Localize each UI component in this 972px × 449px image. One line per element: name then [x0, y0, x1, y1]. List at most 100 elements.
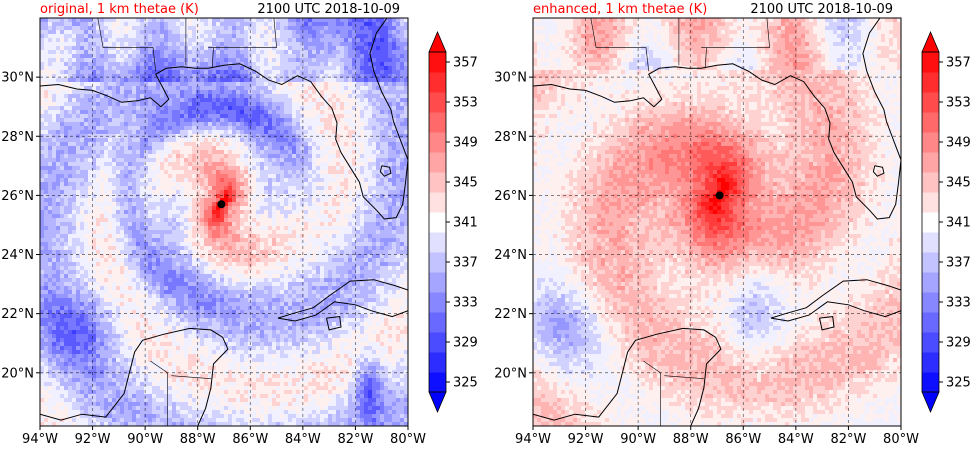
panel-title-right: 2100 UTC 2018-10-09 — [257, 2, 400, 17]
border-line — [211, 47, 214, 69]
colorbar-level — [922, 312, 939, 333]
x-tick-label: 84°W — [778, 432, 814, 447]
coastline-cuba — [277, 279, 408, 322]
y-tick-label: 26°N — [1, 189, 34, 204]
colorbar-tick-label: 349 — [946, 136, 971, 151]
storm-center-marker — [217, 200, 226, 209]
map-frame — [39, 17, 409, 427]
x-tick-label: 86°W — [232, 432, 268, 447]
y-tick-label: 26°N — [494, 189, 527, 204]
colorbar-level — [429, 112, 446, 133]
colorbar-level — [922, 352, 939, 373]
y-tick-label: 28°N — [494, 130, 527, 145]
border-line — [664, 375, 704, 379]
y-tick-label: 30°N — [494, 71, 527, 86]
colorbar-level — [429, 152, 446, 173]
colorbar-tick-label: 333 — [946, 296, 971, 311]
colorbar-level — [429, 192, 446, 213]
axis-ticks: 94°W 92°W 90°W 88°W 86°W 84°W 82°W 80°W 20°N 22°N… — [1, 71, 426, 447]
colorbar-tick-label: 357 — [946, 56, 971, 71]
coastlines — [40, 18, 408, 426]
colorbar-level — [429, 52, 446, 73]
colorbar-tick-label: 325 — [453, 376, 478, 391]
colorbar-tick-label: 325 — [946, 376, 971, 391]
panel-title-left: enhanced, 1 km thetae (K) — [533, 2, 707, 17]
storm-center-marker — [715, 191, 724, 200]
x-tick-label: 86°W — [725, 432, 761, 447]
colorbar-level — [922, 372, 939, 393]
colorbar-level — [922, 232, 939, 253]
x-tick-label: 82°W — [830, 432, 866, 447]
coastline-isle-of-youth — [819, 316, 835, 331]
panel-title-left: original, 1 km thetae (K) — [40, 2, 199, 17]
border-line — [171, 375, 211, 379]
colorbar-level — [429, 232, 446, 253]
coastline-yucatan — [40, 327, 229, 426]
x-tick-label: 88°W — [180, 432, 216, 447]
colorbar-enhanced: 325 329 333 337 341 345 349 353 357 — [921, 30, 971, 414]
y-tick-label: 20°N — [494, 366, 527, 381]
y-tick-label: 30°N — [1, 71, 34, 86]
border-line — [704, 47, 707, 69]
coastline-florida-east — [862, 18, 901, 161]
x-tick-label: 92°W — [568, 432, 604, 447]
thetae-field — [533, 18, 901, 426]
colorbar-tick-label: 341 — [453, 216, 478, 231]
colorbar-tick-label: 345 — [453, 176, 478, 191]
gridlines — [533, 18, 901, 426]
map-panel-enhanced: 94°W 92°W 90°W 88°W 86°W 84°W 82°W 80°W 20°N 22°N… — [494, 2, 919, 447]
colorbar-level — [922, 292, 939, 313]
y-tick-label: 20°N — [1, 366, 34, 381]
colorbar-level — [922, 332, 939, 353]
coastline-yucatan — [533, 327, 722, 426]
borders — [590, 18, 770, 426]
colorbar-level — [429, 92, 446, 113]
border-line — [590, 18, 649, 72]
map-panel-original: 94°W 92°W 90°W 88°W 86°W 84°W 82°W 80°W 20°N 22°N… — [1, 2, 426, 447]
colorbar-level — [922, 212, 939, 233]
y-tick-label: 22°N — [1, 307, 34, 322]
border-line — [208, 18, 277, 48]
coastlines — [533, 18, 901, 426]
colorbar-tick-label: 353 — [453, 96, 478, 111]
y-tick-label: 22°N — [494, 307, 527, 322]
panel-title-right: 2100 UTC 2018-10-09 — [750, 2, 893, 17]
colorbar-level — [922, 192, 939, 213]
colorbar-tick-label: 329 — [453, 336, 478, 351]
colorbar-tick-label: 357 — [453, 56, 478, 71]
x-tick-label: 88°W — [673, 432, 709, 447]
colorbar-level — [429, 172, 446, 193]
colorbar-level — [922, 172, 939, 193]
map-frame — [532, 17, 902, 427]
colorbar-extend-min — [428, 391, 447, 414]
colorbar-level — [922, 132, 939, 153]
x-tick-label: 82°W — [337, 432, 373, 447]
colorbar-tick-label: 341 — [946, 216, 971, 231]
x-tick-label: 90°W — [620, 432, 656, 447]
axis-ticks: 94°W 92°W 90°W 88°W 86°W 84°W 82°W 80°W 20°N 22°N… — [494, 71, 919, 447]
x-tick-label: 92°W — [75, 432, 111, 447]
colorbar-level — [429, 132, 446, 153]
y-tick-label: 28°N — [1, 130, 34, 145]
coastline-gulf — [40, 63, 408, 220]
x-tick-label: 80°W — [390, 432, 426, 447]
gridlines — [40, 18, 408, 426]
colorbar-extend-min — [921, 391, 940, 414]
coastline-florida-east — [369, 18, 408, 161]
border-line — [97, 18, 156, 72]
colorbar-extend-max — [921, 30, 940, 53]
colorbar-tick-label: 337 — [453, 256, 478, 271]
colorbar-level — [429, 372, 446, 393]
colorbar-level — [429, 272, 446, 293]
colorbar-level — [429, 352, 446, 373]
colorbar-level — [429, 72, 446, 93]
colorbar-tick-label: 353 — [946, 96, 971, 111]
colorbar-tick-label: 329 — [946, 336, 971, 351]
colorbar-level — [922, 52, 939, 73]
coastline-gulf — [533, 63, 901, 220]
lake-okeechobee — [379, 165, 392, 177]
colorbar-level — [922, 272, 939, 293]
thetae-field — [40, 18, 408, 426]
colorbar-level — [922, 252, 939, 273]
